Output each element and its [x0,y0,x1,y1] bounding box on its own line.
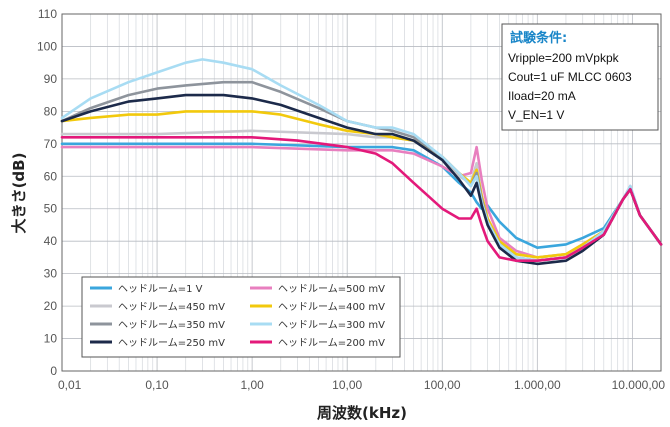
x-axis-title: 周波数(kHz) [317,404,407,422]
conditions-line: Iload=20 mA [508,89,576,103]
legend-label: ヘッドルーム=450 mV [118,301,225,313]
series-line [60,93,663,266]
x-tick-label: 100,00 [424,378,461,392]
conditions-line: V_EN=1 V [508,108,564,122]
conditions-line: Vripple=200 mVpkpk [508,51,620,65]
legend: ヘッドルーム=1 V ヘッドルーム=500 mV ヘッドルーム=450 mV ヘッドル… [81,276,401,358]
x-tick-label: 0,10 [145,378,169,392]
y-tick-label: 110 [38,7,57,21]
y-tick-label: 0 [50,364,57,378]
y-tick-label: 60 [44,169,58,183]
y-tick-label: 100 [37,39,57,53]
x-tick-label: 1.000,00 [514,378,561,392]
legend-label: ヘッドルーム=350 mV [118,319,225,331]
x-tick-label: 10,00 [332,378,362,392]
y-tick-label: 80 [44,104,58,118]
y-axis-ticks: 0 10 20 30 40 50 60 70 80 90 100 110 [37,7,57,378]
conditions-title: 試験条件: [510,30,567,46]
y-tick-label: 20 [44,299,58,313]
y-tick-label: 50 [44,202,58,216]
y-tick-label: 30 [44,267,58,281]
legend-label: ヘッドルーム=400 mV [278,301,385,313]
x-axis-ticks: 0,01 0,10 1,00 10,00 100,00 1.000,00 10.000,00 [58,378,665,392]
legend-label: ヘッドルーム=300 mV [278,319,385,331]
conditions-box-border [501,23,659,131]
legend-label: ヘッドルーム=500 mV [278,283,385,295]
series-line [60,142,663,249]
legend-label: ヘッドルーム=1 V [118,283,203,295]
y-tick-label: 90 [44,72,58,86]
series-layer [60,58,663,266]
plot-border [61,13,662,372]
test-conditions-box: 試験条件: Vripple=200 mVpkpk Cout=1 uF MLCC 06… [501,23,659,131]
x-tick-label: 10.000,00 [612,378,666,392]
series-line [60,136,663,262]
legend-label: ヘッドルーム=250 mV [118,337,225,349]
plot-area [61,13,662,372]
y-tick-label: 10 [44,332,58,346]
legend-label: ヘッドルーム=200 mV [278,337,385,349]
conditions-line: Cout=1 uF MLCC 0603 [508,70,632,84]
x-tick-label: 0,01 [58,378,82,392]
y-tick-label: 40 [44,234,58,248]
x-tick-label: 1,00 [240,378,264,392]
y-axis-title: 大きさ(dB) [10,153,28,234]
legend-box [81,276,401,358]
y-tick-label: 70 [44,137,58,151]
